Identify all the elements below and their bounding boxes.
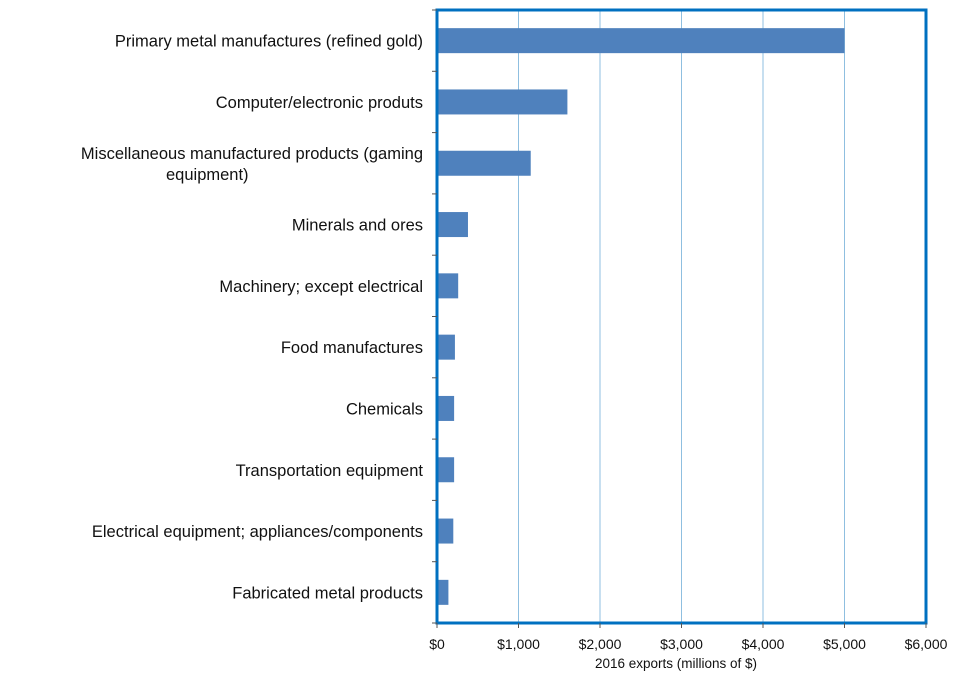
x-tick-label: $5,000 xyxy=(823,636,866,652)
bar xyxy=(437,212,468,238)
x-tick-label: $2,000 xyxy=(579,636,622,652)
bars xyxy=(437,28,845,605)
category-label: Fabricated metal products xyxy=(232,584,423,602)
category-label: Miscellaneous manufactured products (gam… xyxy=(81,145,423,163)
bar xyxy=(437,89,568,115)
x-tick-label: $0 xyxy=(429,636,445,652)
category-label: Machinery; except electrical xyxy=(219,278,423,296)
x-tick-label: $1,000 xyxy=(497,636,540,652)
x-tick-label: $3,000 xyxy=(660,636,703,652)
category-label: Primary metal manufactures (refined gold… xyxy=(115,33,423,51)
bar xyxy=(437,518,454,544)
category-label: Transportation equipment xyxy=(236,462,424,480)
category-label: Chemicals xyxy=(346,400,423,418)
x-tick-labels: $0 $1,000 $2,000 $3,000 $4,000 $5,000 $6,000 xyxy=(429,636,947,652)
category-label: Minerals and ores xyxy=(292,217,423,235)
category-label: Computer/electronic produts xyxy=(216,94,423,112)
bar xyxy=(437,395,455,421)
x-tick-label: $4,000 xyxy=(742,636,785,652)
bar xyxy=(437,273,459,299)
axes xyxy=(432,8,928,628)
bar xyxy=(437,457,455,483)
bar xyxy=(437,150,531,176)
category-label: Electrical equipment; appliances/compone… xyxy=(92,523,423,541)
bar xyxy=(437,579,449,605)
category-label: Food manufactures xyxy=(281,339,423,357)
gridlines xyxy=(518,10,845,623)
x-tick-label: $6,000 xyxy=(905,636,948,652)
category-label: equipment) xyxy=(166,166,249,184)
category-labels: Primary metal manufactures (refined gold… xyxy=(81,33,424,603)
bar xyxy=(437,28,845,54)
bar xyxy=(437,334,455,360)
x-axis-title: 2016 exports (millions of $) xyxy=(595,656,757,671)
